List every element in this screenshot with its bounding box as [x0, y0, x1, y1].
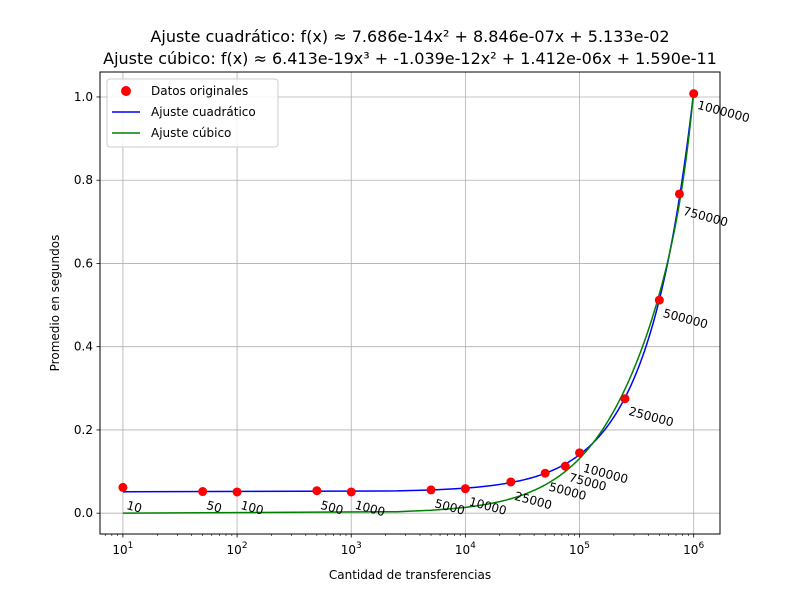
data-point — [118, 482, 128, 492]
x-tick-exponent: 6 — [698, 541, 704, 551]
data-point — [674, 189, 684, 199]
y-axis-label: Promedio en segundos — [48, 235, 62, 372]
data-point — [426, 485, 436, 495]
y-tick-label: 0.2 — [74, 423, 93, 437]
legend-label-datos: Datos originales — [151, 84, 248, 98]
y-tick-label: 0.0 — [74, 506, 93, 520]
x-axis-label: Cantidad de transferencias — [329, 568, 491, 582]
x-tick-exponent: 5 — [584, 541, 590, 551]
point-label: 100 — [239, 498, 265, 517]
data-point — [312, 486, 322, 496]
legend: Datos originales Ajuste cuadrático Ajust… — [106, 78, 279, 148]
x-tick-base: 10 — [227, 543, 242, 557]
legend-label-cubico: Ajuste cúbico — [151, 126, 231, 140]
legend-label-cuadratico: Ajuste cuadrático — [151, 105, 256, 119]
data-point — [575, 448, 585, 458]
y-axis-ticks: 0.0 0.2 0.4 0.6 0.8 1.0 — [74, 90, 100, 520]
legend-marker-datos — [121, 86, 131, 96]
data-point — [560, 461, 570, 471]
x-tick-base: 10 — [455, 543, 470, 557]
x-tick-label: 105 — [569, 541, 590, 557]
x-tick-base: 10 — [683, 543, 698, 557]
x-tick-base: 10 — [569, 543, 584, 557]
x-tick-exponent: 3 — [356, 541, 362, 551]
data-point — [620, 394, 630, 404]
chart-title-line-1: Ajuste cuadrático: f(x) ≈ 7.686e-14x² + … — [150, 27, 669, 46]
x-tick-label: 103 — [341, 541, 362, 557]
legend-box — [106, 78, 279, 148]
plot-frame — [99, 71, 721, 535]
data-point — [460, 484, 470, 494]
x-tick-base: 10 — [112, 543, 127, 557]
point-label: 50 — [205, 498, 223, 515]
x-tick-exponent: 2 — [242, 541, 248, 551]
x-tick-label: 104 — [455, 541, 476, 557]
data-point — [346, 487, 356, 497]
data-point — [654, 295, 664, 305]
y-tick-label: 0.4 — [74, 340, 93, 354]
x-tick-label: 102 — [227, 541, 248, 557]
data-point — [689, 89, 699, 99]
data-points — [118, 89, 699, 497]
grid — [100, 72, 720, 534]
curve-ajuste-cubico — [122, 90, 695, 514]
x-tick-base: 10 — [341, 543, 356, 557]
x-tick-label: 101 — [112, 541, 133, 557]
y-tick-label: 0.6 — [74, 256, 93, 270]
x-axis-ticks: 101 102 103 104 105 106 — [104, 534, 704, 557]
data-point — [506, 477, 516, 487]
x-tick-exponent: 1 — [128, 541, 134, 551]
x-tick-label: 106 — [683, 541, 704, 557]
point-label: 10 — [125, 498, 143, 515]
y-tick-label: 1.0 — [74, 90, 93, 104]
chart-title-line-2: Ajuste cúbico: f(x) ≈ 6.413e-19x³ + -1.0… — [103, 49, 717, 68]
y-tick-label: 0.8 — [74, 173, 93, 187]
data-point — [540, 468, 550, 478]
data-point — [198, 487, 208, 497]
data-point — [232, 487, 242, 497]
x-tick-exponent: 4 — [470, 541, 476, 551]
point-label: 500 — [319, 498, 345, 517]
